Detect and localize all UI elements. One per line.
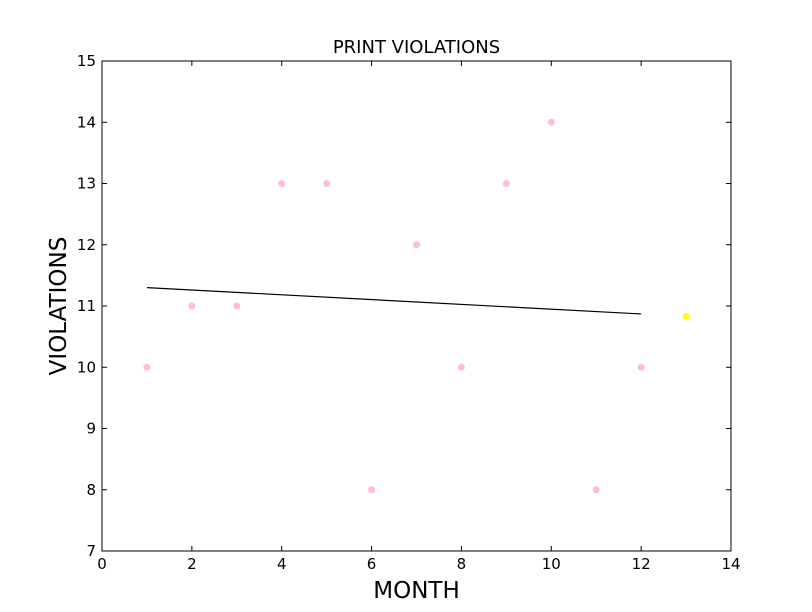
- y-tick-label: 14: [77, 113, 96, 131]
- data-point: [278, 180, 286, 187]
- y-tick-label: 15: [77, 52, 96, 70]
- data-point: [547, 118, 555, 126]
- x-tick-label: 12: [632, 555, 651, 573]
- chart-title: PRINT VIOLATIONS: [333, 37, 500, 58]
- x-tick-label: 0: [97, 555, 107, 573]
- y-axis-label: VIOLATIONS: [46, 237, 72, 376]
- chart-marks: [143, 118, 690, 494]
- x-tick-label: 2: [187, 555, 197, 573]
- data-point: [637, 363, 645, 371]
- y-tick-label: 8: [86, 481, 96, 499]
- data-point: [413, 241, 420, 249]
- x-tick-label: 4: [277, 555, 287, 573]
- data-point: [368, 486, 376, 494]
- y-tick-label: 11: [77, 297, 96, 315]
- trend-line: [146, 287, 642, 315]
- x-axis-label: MONTH: [373, 578, 460, 604]
- y-tick-label: 7: [86, 542, 96, 560]
- x-tick-label: 10: [542, 555, 561, 573]
- y-tick-label: 12: [77, 236, 96, 254]
- x-tick-label: 14: [721, 555, 740, 573]
- plot-frame: [101, 60, 732, 552]
- data-point: [143, 363, 151, 371]
- x-tick-label: 8: [457, 555, 467, 573]
- data-point: [682, 312, 690, 320]
- data-point: [592, 486, 600, 494]
- y-tick-label: 10: [77, 358, 96, 376]
- y-tick-label: 9: [86, 420, 96, 438]
- data-point: [233, 302, 241, 310]
- data-point: [502, 180, 510, 187]
- data-point: [188, 302, 196, 310]
- x-tick-label: 6: [367, 555, 377, 573]
- data-point: [457, 363, 465, 371]
- data-point: [323, 180, 331, 187]
- y-tick-label: 13: [77, 175, 96, 193]
